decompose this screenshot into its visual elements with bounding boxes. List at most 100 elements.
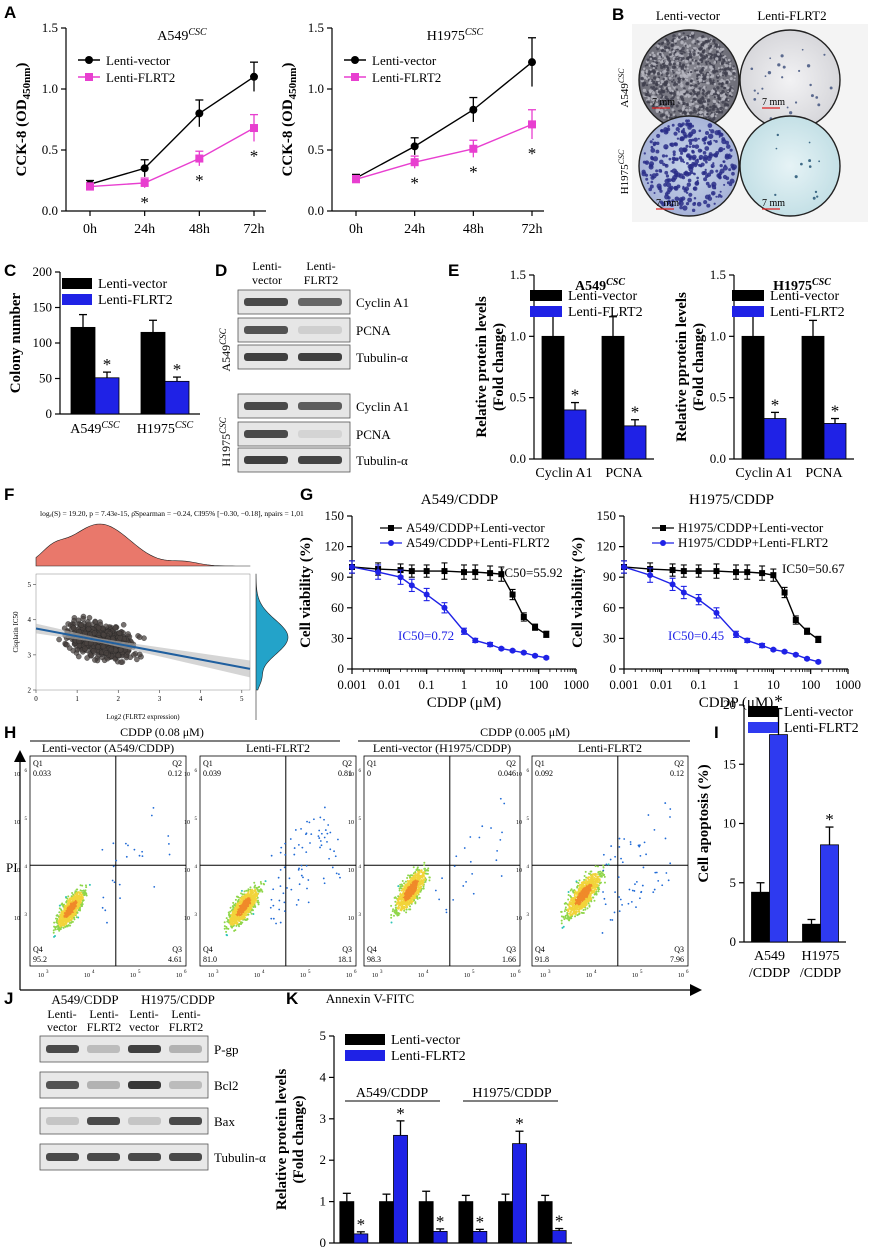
flow-x-tick-exp: 5 bbox=[138, 970, 141, 975]
colony-dot bbox=[667, 114, 671, 117]
flow-event bbox=[306, 887, 308, 890]
panel-b-col-label-vector: Lenti-vector bbox=[656, 8, 721, 23]
colony-dot bbox=[675, 88, 679, 91]
colony-dot bbox=[679, 95, 684, 99]
colony-dot bbox=[660, 88, 663, 91]
colony-dot bbox=[664, 194, 670, 200]
colony-dot bbox=[665, 111, 669, 115]
colony-dot bbox=[709, 105, 712, 109]
colony-dot bbox=[650, 72, 654, 75]
colony-dot bbox=[691, 40, 695, 44]
colony-dot bbox=[723, 67, 727, 71]
colony-dot bbox=[689, 55, 693, 59]
flow-event bbox=[53, 935, 56, 938]
colony-dot bbox=[666, 90, 670, 93]
flow-event bbox=[306, 820, 308, 823]
colony-dot bbox=[665, 127, 669, 131]
panel-h-treatment-1: CDDP (0.08 μM) bbox=[120, 725, 204, 739]
colony-dot bbox=[702, 56, 704, 59]
colony-dot bbox=[709, 82, 713, 85]
colony-dot bbox=[663, 50, 667, 53]
colony-dot bbox=[733, 78, 736, 81]
flow-event bbox=[231, 908, 234, 911]
colony-dot bbox=[687, 125, 692, 130]
colony-dot bbox=[659, 98, 662, 102]
colony-dot bbox=[704, 61, 708, 64]
scatter-point bbox=[117, 635, 123, 641]
colony-dot bbox=[715, 110, 718, 114]
flow-event bbox=[229, 922, 232, 925]
panel-letter-c: C bbox=[4, 261, 16, 280]
colony-dot bbox=[718, 136, 721, 138]
colony-dot bbox=[681, 112, 684, 115]
colony-dot bbox=[815, 96, 819, 99]
flow-event bbox=[393, 914, 396, 917]
colony-dot bbox=[652, 80, 656, 85]
colony-dot bbox=[702, 93, 705, 96]
colony-dot bbox=[705, 160, 708, 164]
colony-dot bbox=[661, 100, 665, 104]
dish-h1975-vector-colonies bbox=[641, 119, 737, 213]
colony-dot bbox=[800, 162, 803, 166]
colony-dot bbox=[649, 174, 652, 177]
colony-dot bbox=[656, 133, 661, 138]
flow-event bbox=[390, 904, 393, 907]
colony-dot bbox=[774, 193, 777, 197]
colony-dot bbox=[727, 71, 731, 75]
flow-event bbox=[82, 899, 85, 902]
colony-dot bbox=[657, 81, 661, 85]
colony-dot bbox=[669, 113, 673, 117]
colony-dot bbox=[669, 185, 674, 190]
flow-event bbox=[252, 898, 255, 901]
f-x-tick-label: 4 bbox=[199, 695, 203, 703]
flow-event bbox=[59, 913, 62, 916]
colony-dot bbox=[707, 60, 710, 63]
flow-event bbox=[73, 901, 76, 904]
flow-event bbox=[230, 917, 233, 920]
flow-event bbox=[423, 861, 426, 864]
colony-dot bbox=[716, 86, 720, 90]
colony-dot bbox=[677, 71, 681, 75]
colony-dot bbox=[656, 71, 661, 76]
flow-event bbox=[419, 887, 422, 890]
scatter-point bbox=[95, 644, 101, 650]
colony-dot bbox=[699, 75, 703, 79]
colony-dot bbox=[801, 48, 804, 51]
flow-event bbox=[233, 904, 236, 907]
colony-dot bbox=[674, 196, 680, 202]
flow-plot-title: Lenti-vector (H1975/CDDP) bbox=[373, 741, 511, 755]
colony-dot bbox=[681, 56, 685, 60]
scatter-point bbox=[78, 622, 85, 628]
colony-dot bbox=[704, 94, 707, 97]
colony-dot bbox=[660, 65, 664, 70]
colony-dot bbox=[644, 64, 647, 67]
scatter-point bbox=[75, 617, 82, 624]
blot-label: PCNA bbox=[356, 427, 391, 442]
flow-event bbox=[394, 900, 397, 903]
flow-event bbox=[270, 917, 273, 920]
colony-dot bbox=[709, 169, 714, 174]
flow-x-tick-label: 10 bbox=[208, 973, 214, 979]
colony-dot bbox=[717, 104, 721, 108]
colony-dot bbox=[649, 53, 652, 57]
colony-dot bbox=[757, 92, 759, 95]
colony-dot bbox=[673, 87, 676, 90]
colony-dot bbox=[721, 100, 725, 104]
colony-dot bbox=[691, 35, 695, 39]
flow-event bbox=[237, 906, 240, 909]
colony-dot bbox=[675, 157, 679, 162]
colony-dot bbox=[697, 137, 700, 140]
colony-dot bbox=[696, 176, 699, 180]
flow-event bbox=[229, 910, 232, 913]
colony-dot bbox=[707, 184, 712, 188]
colony-dot bbox=[690, 53, 693, 56]
colony-dot bbox=[660, 96, 663, 99]
scatter-point bbox=[115, 652, 121, 659]
colony-dot bbox=[652, 62, 656, 66]
colony-dot bbox=[677, 130, 680, 133]
flow-event bbox=[307, 901, 310, 904]
flow-event bbox=[167, 843, 170, 845]
flow-event bbox=[283, 910, 286, 913]
flow-event bbox=[111, 879, 114, 882]
scatter-point bbox=[134, 656, 140, 663]
